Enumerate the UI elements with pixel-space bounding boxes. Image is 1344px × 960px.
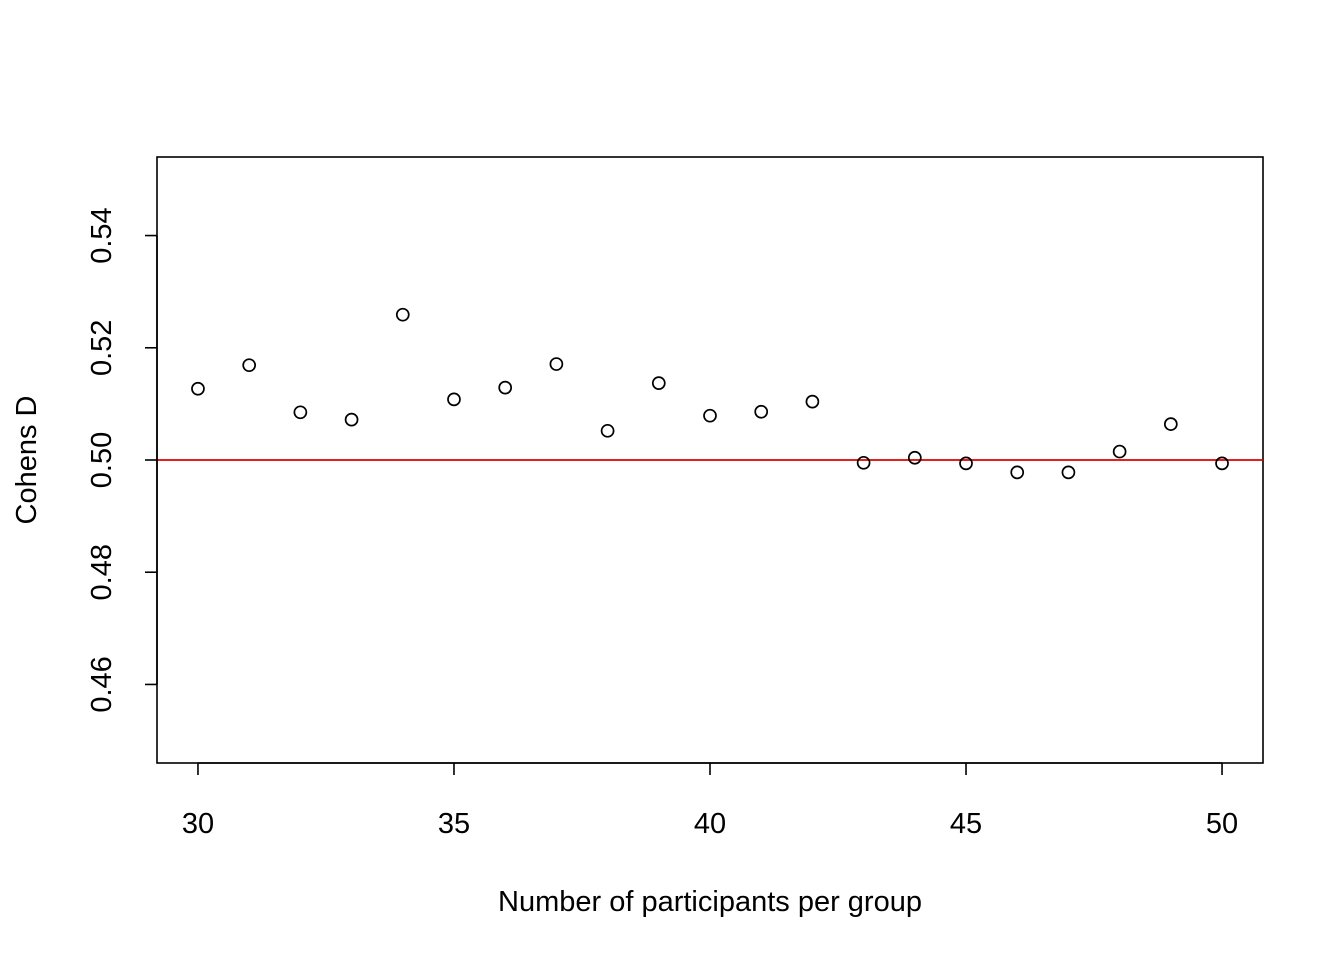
y-tick-label: 0.48 [86, 544, 118, 600]
x-axis: 30 35 40 45 50 [182, 762, 1238, 840]
data-point [242, 358, 257, 373]
data-point [1061, 465, 1076, 480]
x-tick-label: 35 [438, 808, 470, 840]
y-tick-label: 0.50 [86, 432, 118, 488]
data-point [1010, 465, 1025, 480]
y-tick-label: 0.46 [86, 656, 118, 712]
x-tick-label: 40 [694, 808, 726, 840]
data-point [1215, 456, 1229, 471]
x-tick-label: 30 [182, 808, 214, 840]
data-point [191, 381, 205, 396]
x-axis-title: Number of participants per group [498, 886, 922, 918]
data-point [395, 307, 410, 322]
y-tick-label: 0.52 [86, 320, 118, 376]
data-point [447, 392, 461, 407]
y-tick-label: 0.54 [86, 207, 118, 263]
y-axis-title: Cohens D [11, 396, 43, 525]
data-point [805, 394, 820, 409]
data-point [856, 455, 871, 470]
data-point [344, 412, 359, 427]
x-tick-label: 50 [1206, 808, 1238, 840]
data-point [600, 423, 615, 438]
x-tick-label: 45 [950, 808, 982, 840]
data-point [549, 357, 564, 371]
data-point [293, 405, 308, 420]
data-point [498, 380, 513, 395]
data-point [907, 450, 922, 465]
data-point [651, 376, 666, 390]
data-point [959, 456, 973, 471]
data-point [1112, 444, 1127, 459]
data-point [754, 404, 769, 419]
data-point [1163, 417, 1178, 431]
data-point [703, 408, 717, 423]
y-axis: 0.46 0.48 0.50 0.52 0.54 [86, 207, 158, 713]
points-layer [191, 307, 1229, 480]
